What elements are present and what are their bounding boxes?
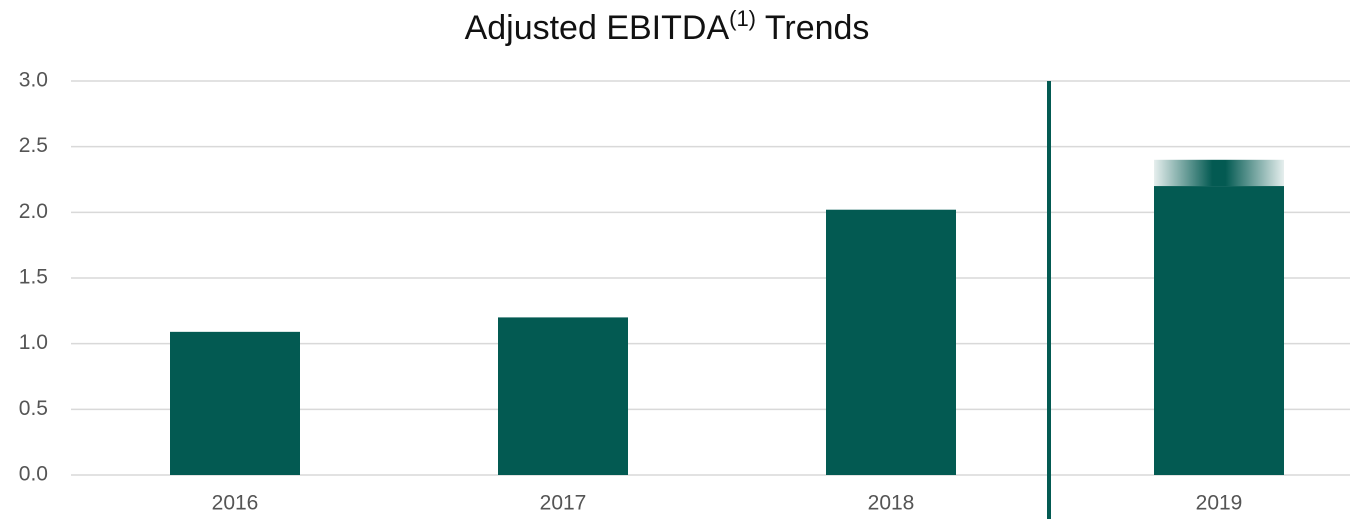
range-segment xyxy=(1154,159,1284,187)
y-tick-label: 1.0 xyxy=(19,331,48,354)
bar xyxy=(1154,186,1284,476)
bar xyxy=(498,317,628,475)
y-tick-label: 2.5 xyxy=(19,134,48,157)
title-superscript: (1) xyxy=(729,6,756,31)
y-tick-label: 0.5 xyxy=(19,397,48,420)
y-tick-label: 2.0 xyxy=(19,200,48,223)
x-tick-label: 2018 xyxy=(868,492,915,515)
bar xyxy=(826,209,956,475)
title-suffix: Trends xyxy=(765,9,870,47)
x-tick-label: 2017 xyxy=(540,492,587,515)
x-tick-label: 2016 xyxy=(212,492,259,515)
y-tick-label: 3.0 xyxy=(19,69,48,92)
y-tick-label: 0.0 xyxy=(19,463,48,486)
chart-title: Adjusted EBITDA(1) Trends xyxy=(465,6,870,47)
bar xyxy=(170,331,300,475)
bars xyxy=(170,159,1284,476)
y-tick-label: 1.5 xyxy=(19,266,48,289)
x-tick-label: 2019 xyxy=(1196,492,1243,515)
title-main: Adjusted EBITDA xyxy=(465,9,730,47)
